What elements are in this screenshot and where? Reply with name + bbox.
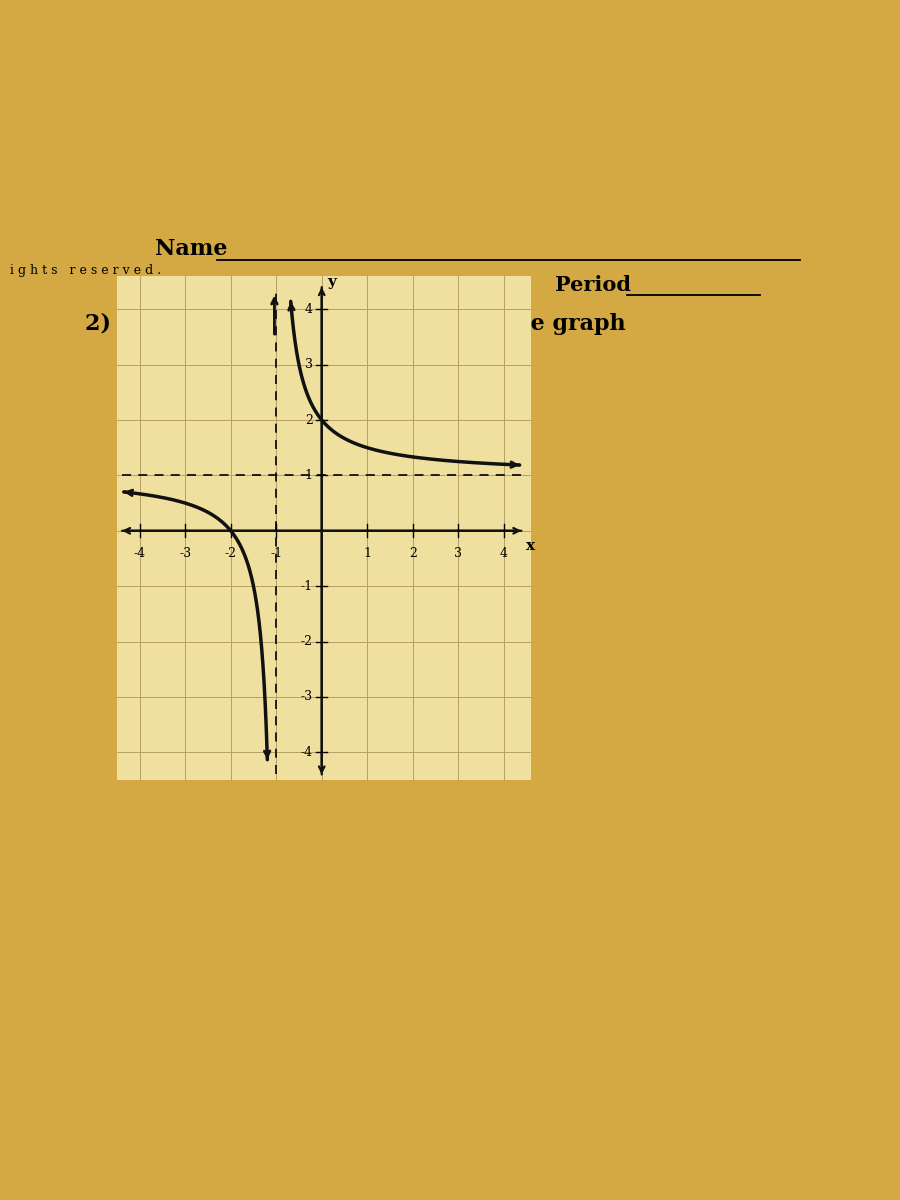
Text: Name: Name: [155, 238, 228, 260]
Text: 1: 1: [364, 547, 371, 560]
Text: 2: 2: [305, 414, 312, 426]
Text: i g h t s   r e s e r v e d .: i g h t s r e s e r v e d .: [10, 264, 161, 277]
Text: -3: -3: [301, 690, 312, 703]
Text: 3: 3: [304, 358, 312, 371]
Text: 1: 1: [304, 469, 312, 482]
Text: -4: -4: [134, 547, 146, 560]
Text: 4: 4: [500, 547, 508, 560]
Text: -2: -2: [225, 547, 237, 560]
Text: Period: Period: [555, 275, 631, 295]
Text: -1: -1: [301, 580, 312, 593]
Text: y: y: [328, 275, 336, 288]
Text: -1: -1: [270, 547, 283, 560]
Text: 4: 4: [304, 302, 312, 316]
Text: given, then find: given, then find: [85, 343, 328, 365]
Text: f(−1).: f(−1).: [287, 343, 359, 365]
Text: -4: -4: [301, 746, 312, 758]
Text: x: x: [526, 539, 536, 553]
Text: 3: 3: [454, 547, 463, 560]
Text: -3: -3: [179, 547, 192, 560]
Text: Date: Date: [220, 275, 274, 295]
Text: 2: 2: [409, 547, 417, 560]
Text: 2)  Find the domain and range of the graph: 2) Find the domain and range of the grap…: [85, 313, 626, 335]
Text: -2: -2: [301, 635, 312, 648]
